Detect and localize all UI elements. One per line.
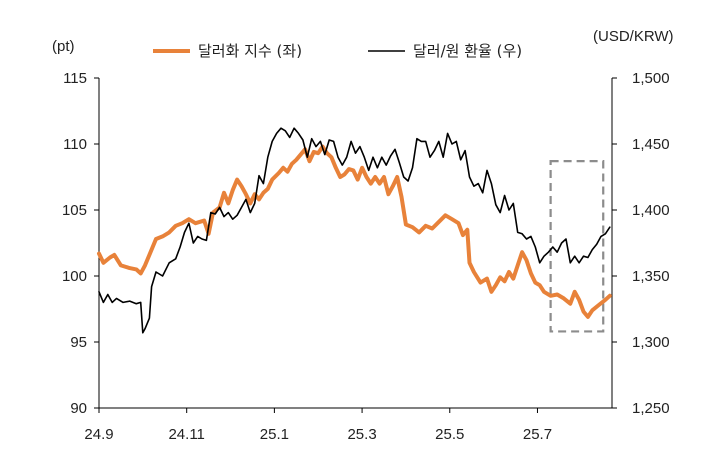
x-axis-ticks: 24.9 24.11 25.1 25.3 25.5 25.7 xyxy=(84,408,552,443)
legend-label-usdkrw: 달러/원 환율 (우) xyxy=(413,42,522,60)
left-axis-unit: (pt) xyxy=(52,38,75,55)
right-axis-ticks: 1,250 1,300 1,350 1,400 1,450 1,500 xyxy=(612,70,670,417)
x-tick-label: 24.9 xyxy=(84,426,113,443)
x-tick-label: 25.5 xyxy=(435,426,464,443)
left-tick-label: 90 xyxy=(70,400,87,417)
x-tick-label: 24.11 xyxy=(168,426,204,443)
left-tick-label: 115 xyxy=(63,70,87,87)
usdkrw-line xyxy=(98,127,611,334)
right-tick-label: 1,300 xyxy=(632,334,670,351)
left-tick-label: 100 xyxy=(62,268,87,285)
x-tick-label: 25.1 xyxy=(260,426,289,443)
dollar-index-line xyxy=(97,144,612,319)
left-axis-ticks: 90 95 100 105 110 115 xyxy=(62,70,99,417)
series-layer xyxy=(97,127,612,334)
right-axis-unit: (USD/KRW) xyxy=(593,28,674,45)
right-tick-label: 1,450 xyxy=(632,136,670,153)
right-tick-label: 1,500 xyxy=(632,70,670,87)
x-tick-label: 25.7 xyxy=(523,426,552,443)
right-tick-label: 1,350 xyxy=(632,268,670,285)
left-tick-label: 95 xyxy=(70,334,87,351)
left-tick-label: 105 xyxy=(62,202,87,219)
plot-frame xyxy=(98,78,613,409)
highlight-box-layer xyxy=(549,160,605,333)
legend-label-dollar-index: 달러화 지수 (좌) xyxy=(198,42,302,60)
left-tick-label: 110 xyxy=(63,136,87,153)
right-tick-label: 1,250 xyxy=(632,400,670,417)
highlight-box xyxy=(549,160,605,333)
legend: 달러화 지수 (좌) 달러/원 환율 (우) xyxy=(153,42,522,60)
x-tick-label: 25.3 xyxy=(347,426,376,443)
right-tick-label: 1,400 xyxy=(632,202,670,219)
